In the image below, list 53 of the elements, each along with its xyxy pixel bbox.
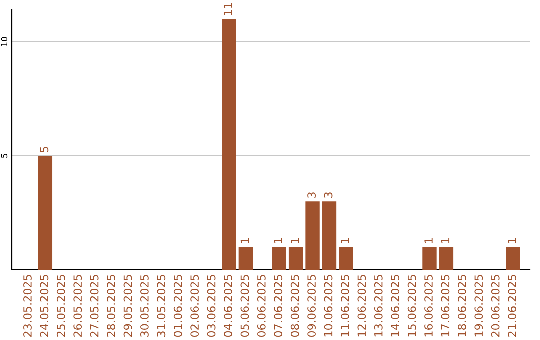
x-tick-label: 09.06.2025 — [308, 275, 316, 338]
x-tick-label: 19.06.2025 — [474, 275, 484, 337]
x-tick-label: 01.06.2025 — [174, 275, 182, 338]
data-label: 1 — [508, 238, 516, 244]
x-tick-label: 26.05.2025 — [74, 275, 82, 337]
x-tick-label: 02.06.2025 — [190, 275, 200, 338]
bar — [238, 247, 254, 270]
x-tick-label: 08.06.2025 — [290, 275, 300, 338]
y-tick-label: 10 — [1, 37, 8, 46]
bar — [322, 202, 337, 270]
data-label: 1 — [341, 238, 350, 244]
bar — [222, 19, 236, 270]
x-tick-label: 04.06.2025 — [224, 275, 232, 338]
data-label: 1 — [441, 238, 450, 244]
x-tick-label: 20.06.2025 — [491, 275, 500, 337]
x-tick-label: 18.06.2025 — [458, 275, 466, 337]
x-tick-label: 11.06.2025 — [341, 275, 350, 337]
bar — [506, 247, 520, 270]
x-tick-label: 07.06.2025 — [274, 275, 283, 338]
data-label: 1 — [274, 238, 282, 244]
x-tick-label: 27.05.2025 — [90, 275, 99, 337]
x-tick-label: 28.05.2025 — [107, 275, 116, 337]
bar — [272, 247, 286, 270]
bar — [339, 247, 354, 270]
data-label: 5 — [40, 147, 49, 152]
bar — [288, 247, 304, 270]
x-tick-label: 14.06.2025 — [391, 275, 400, 337]
x-tick-label: 03.06.2025 — [207, 275, 216, 338]
bar — [306, 202, 320, 270]
x-tick-label: 10.06.2025 — [324, 275, 333, 337]
x-tick-label: 24.05.2025 — [40, 275, 49, 337]
x-tick-label: 31.05.2025 — [157, 275, 166, 337]
data-label: 3 — [308, 192, 316, 198]
bar — [38, 156, 53, 270]
x-tick-label: 30.05.2025 — [140, 275, 149, 337]
x-tick-label: 23.05.2025 — [24, 275, 32, 337]
x-tick-label: 29.05.2025 — [124, 275, 132, 337]
x-tick-label: 13.06.2025 — [374, 275, 383, 337]
data-label: 1 — [291, 238, 300, 244]
x-tick-label: 12.06.2025 — [358, 275, 366, 337]
x-tick-label: 05.06.2025 — [240, 275, 250, 338]
x-tick-label: 17.06.2025 — [441, 275, 450, 337]
bar — [439, 247, 454, 270]
data-label: 1 — [240, 238, 249, 244]
x-tick-label: 15.06.2025 — [408, 275, 416, 337]
data-label: 3 — [324, 192, 333, 198]
bar — [422, 247, 437, 270]
data-label: 1 — [424, 238, 433, 244]
x-tick-label: 06.06.2025 — [257, 275, 266, 338]
x-tick-label: 25.05.2025 — [56, 275, 66, 337]
x-tick-label: 16.06.2025 — [424, 275, 433, 337]
data-label: 11 — [224, 3, 232, 16]
x-tick-label: 21.06.2025 — [508, 275, 517, 337]
